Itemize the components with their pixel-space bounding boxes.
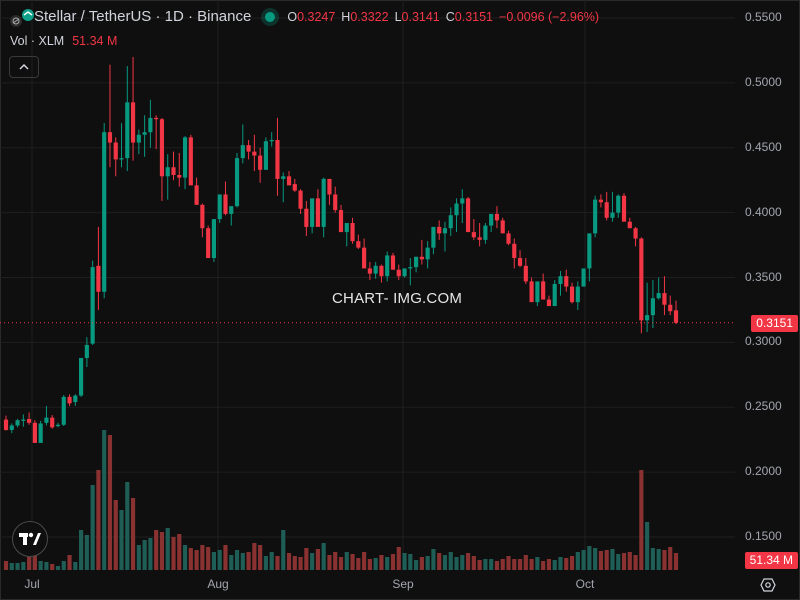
time-tick: Jul <box>24 577 40 591</box>
volume-bars <box>3 430 679 570</box>
market-status-icon <box>265 11 276 22</box>
candlesticks <box>3 56 679 443</box>
price-tick: 0.5500 <box>745 10 782 24</box>
price-tick: 0.3500 <box>745 269 782 284</box>
price-tick: 0.1500 <box>745 529 782 543</box>
high-label: H <box>341 9 351 24</box>
open-label: O <box>287 9 298 24</box>
last-volume-label: 51.34 M <box>744 552 798 569</box>
time-tick: Sep <box>392 577 414 591</box>
time-tick: Aug <box>207 577 229 591</box>
chevron-up-icon <box>19 64 29 70</box>
price-tick: 0.2000 <box>745 464 782 479</box>
price-tick: 0.3000 <box>745 334 782 349</box>
settings-icon[interactable] <box>760 577 776 593</box>
close-value: 0.3151 <box>454 9 494 24</box>
volume-value: 51.34 M <box>72 34 118 48</box>
tradingview-logo-icon <box>19 532 41 545</box>
close-label: C <box>445 9 455 24</box>
collapse-legend-button[interactable] <box>9 56 39 78</box>
volume-label: Vol · XLM <box>10 34 65 48</box>
ohlc-values: O0.3247 H0.3322 L0.3141 C0.3151 −0.0096 … <box>287 10 599 24</box>
low-label: L <box>394 9 402 24</box>
price-tick: 0.4500 <box>745 139 782 154</box>
symbol-title[interactable]: Stellar / TetherUS · 1D · Binance <box>34 8 252 25</box>
tradingview-logo[interactable] <box>12 521 48 557</box>
symbol-logo-icon <box>10 9 34 27</box>
last-price-label: 0.3151 <box>751 314 798 332</box>
time-tick: Oct <box>575 577 595 591</box>
change-value: −0.0096 (−2.96%) <box>499 9 600 24</box>
open-value: 0.3247 <box>297 9 336 24</box>
price-tick: 0.5000 <box>745 74 782 89</box>
watermark: CHART- IMG.COM <box>332 290 463 307</box>
symbol-legend: Stellar / TetherUS · 1D · Binance O0.324… <box>8 8 599 27</box>
price-tick: 0.4000 <box>745 204 782 219</box>
high-value: 0.3322 <box>350 9 389 24</box>
low-value: 0.3141 <box>401 9 440 24</box>
price-tick: 0.2500 <box>745 399 782 414</box>
volume-legend: Vol · XLM 51.34 M <box>10 34 117 48</box>
